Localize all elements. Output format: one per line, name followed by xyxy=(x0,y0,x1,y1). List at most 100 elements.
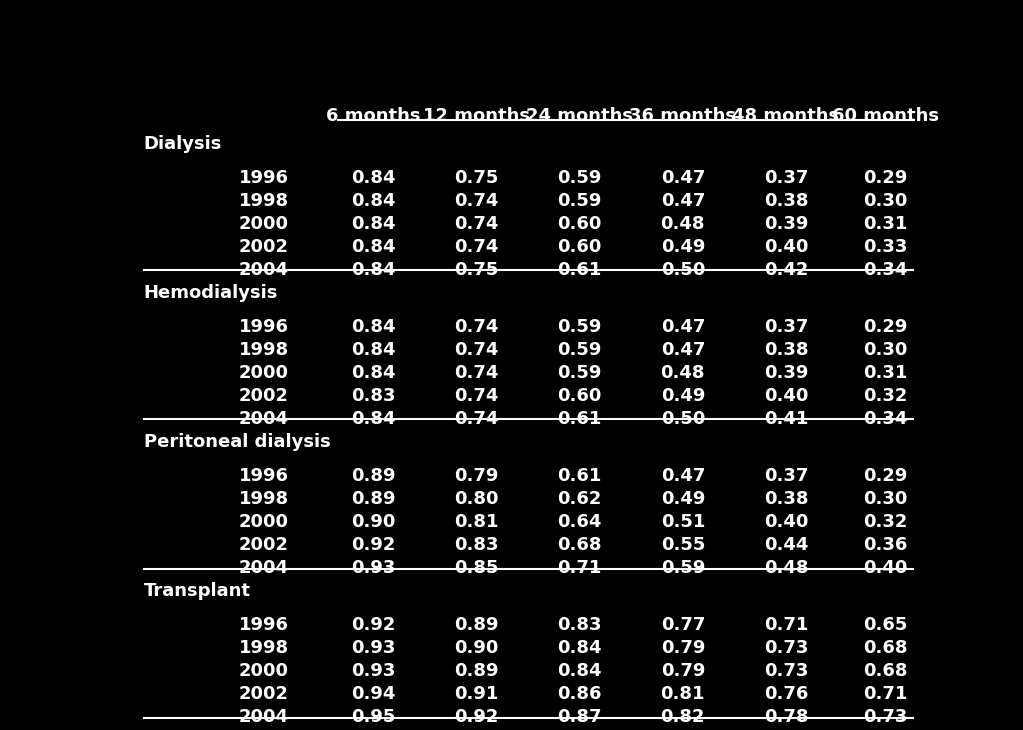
Text: 2000: 2000 xyxy=(239,662,288,680)
Text: 0.41: 0.41 xyxy=(764,410,808,428)
Text: 0.84: 0.84 xyxy=(352,215,396,233)
Text: 0.74: 0.74 xyxy=(454,387,499,404)
Text: 0.74: 0.74 xyxy=(454,364,499,382)
Text: 2004: 2004 xyxy=(239,261,288,279)
Text: 0.74: 0.74 xyxy=(454,215,499,233)
Text: 0.55: 0.55 xyxy=(661,536,705,554)
Text: 0.30: 0.30 xyxy=(862,341,907,358)
Text: 0.39: 0.39 xyxy=(764,215,808,233)
Text: 0.84: 0.84 xyxy=(558,639,602,657)
Text: 0.89: 0.89 xyxy=(454,616,499,634)
Text: 0.47: 0.47 xyxy=(661,341,705,358)
Text: 0.68: 0.68 xyxy=(862,662,907,680)
Text: 0.40: 0.40 xyxy=(764,387,808,404)
Text: 0.48: 0.48 xyxy=(764,559,808,577)
Text: 0.84: 0.84 xyxy=(558,662,602,680)
Text: 2002: 2002 xyxy=(239,536,288,554)
Text: 0.80: 0.80 xyxy=(454,490,499,508)
Text: 0.79: 0.79 xyxy=(661,662,705,680)
Text: 0.64: 0.64 xyxy=(558,512,602,531)
Text: 0.77: 0.77 xyxy=(661,616,705,634)
Text: 0.48: 0.48 xyxy=(661,215,705,233)
Text: 0.31: 0.31 xyxy=(862,215,907,233)
Text: 0.37: 0.37 xyxy=(764,318,808,336)
Text: 0.90: 0.90 xyxy=(454,639,499,657)
Text: 0.47: 0.47 xyxy=(661,466,705,485)
Text: 0.65: 0.65 xyxy=(862,616,907,634)
Text: 0.59: 0.59 xyxy=(558,364,602,382)
Text: 0.92: 0.92 xyxy=(352,616,396,634)
Text: 0.37: 0.37 xyxy=(764,169,808,187)
Text: 0.68: 0.68 xyxy=(558,536,602,554)
Text: 60 months: 60 months xyxy=(832,107,938,126)
Text: 2002: 2002 xyxy=(239,685,288,703)
Text: 0.94: 0.94 xyxy=(352,685,396,703)
Text: Transplant: Transplant xyxy=(143,583,251,600)
Text: 0.81: 0.81 xyxy=(454,512,499,531)
Text: 0.95: 0.95 xyxy=(352,708,396,726)
Text: 0.60: 0.60 xyxy=(558,215,602,233)
Text: 0.89: 0.89 xyxy=(352,490,396,508)
Text: 0.44: 0.44 xyxy=(764,536,808,554)
Text: 0.60: 0.60 xyxy=(558,387,602,404)
Text: 0.84: 0.84 xyxy=(352,364,396,382)
Text: 0.33: 0.33 xyxy=(862,238,907,256)
Text: 0.31: 0.31 xyxy=(862,364,907,382)
Text: 0.74: 0.74 xyxy=(454,318,499,336)
Text: 0.71: 0.71 xyxy=(558,559,602,577)
Text: 1998: 1998 xyxy=(239,341,288,358)
Text: 0.84: 0.84 xyxy=(352,191,396,210)
Text: 0.29: 0.29 xyxy=(862,466,907,485)
Text: 0.48: 0.48 xyxy=(661,364,705,382)
Text: 0.74: 0.74 xyxy=(454,341,499,358)
Text: 0.47: 0.47 xyxy=(661,169,705,187)
Text: 48 months: 48 months xyxy=(732,107,840,126)
Text: 0.34: 0.34 xyxy=(862,410,907,428)
Text: 0.84: 0.84 xyxy=(352,261,396,279)
Text: 0.47: 0.47 xyxy=(661,191,705,210)
Text: 0.59: 0.59 xyxy=(558,318,602,336)
Text: 2002: 2002 xyxy=(239,387,288,404)
Text: 0.82: 0.82 xyxy=(661,708,705,726)
Text: 0.49: 0.49 xyxy=(661,387,705,404)
Text: 0.71: 0.71 xyxy=(862,685,907,703)
Text: 0.84: 0.84 xyxy=(352,410,396,428)
Text: 0.73: 0.73 xyxy=(764,662,808,680)
Text: 2000: 2000 xyxy=(239,215,288,233)
Text: 0.86: 0.86 xyxy=(558,685,602,703)
Text: 0.40: 0.40 xyxy=(764,238,808,256)
Text: 0.83: 0.83 xyxy=(558,616,602,634)
Text: 0.92: 0.92 xyxy=(454,708,499,726)
Text: 0.89: 0.89 xyxy=(352,466,396,485)
Text: 2004: 2004 xyxy=(239,410,288,428)
Text: 0.83: 0.83 xyxy=(352,387,396,404)
Text: 0.79: 0.79 xyxy=(454,466,499,485)
Text: 0.73: 0.73 xyxy=(862,708,907,726)
Text: 0.50: 0.50 xyxy=(661,410,705,428)
Text: 0.30: 0.30 xyxy=(862,191,907,210)
Text: 0.49: 0.49 xyxy=(661,238,705,256)
Text: 0.85: 0.85 xyxy=(454,559,499,577)
Text: 0.50: 0.50 xyxy=(661,261,705,279)
Text: 0.59: 0.59 xyxy=(558,341,602,358)
Text: 0.29: 0.29 xyxy=(862,169,907,187)
Text: 0.93: 0.93 xyxy=(352,559,396,577)
Text: 0.84: 0.84 xyxy=(352,318,396,336)
Text: 0.75: 0.75 xyxy=(454,261,499,279)
Text: 0.61: 0.61 xyxy=(558,261,602,279)
Text: 0.34: 0.34 xyxy=(862,261,907,279)
Text: 0.74: 0.74 xyxy=(454,191,499,210)
Text: 0.59: 0.59 xyxy=(558,169,602,187)
Text: 0.62: 0.62 xyxy=(558,490,602,508)
Text: 0.87: 0.87 xyxy=(558,708,602,726)
Text: 0.38: 0.38 xyxy=(764,341,808,358)
Text: Hemodialysis: Hemodialysis xyxy=(143,284,278,302)
Text: 1998: 1998 xyxy=(239,490,288,508)
Text: 0.75: 0.75 xyxy=(454,169,499,187)
Text: 1998: 1998 xyxy=(239,639,288,657)
Text: 0.39: 0.39 xyxy=(764,364,808,382)
Text: 0.59: 0.59 xyxy=(558,191,602,210)
Text: 1996: 1996 xyxy=(239,318,288,336)
Text: Peritoneal dialysis: Peritoneal dialysis xyxy=(143,434,330,451)
Text: 0.73: 0.73 xyxy=(764,639,808,657)
